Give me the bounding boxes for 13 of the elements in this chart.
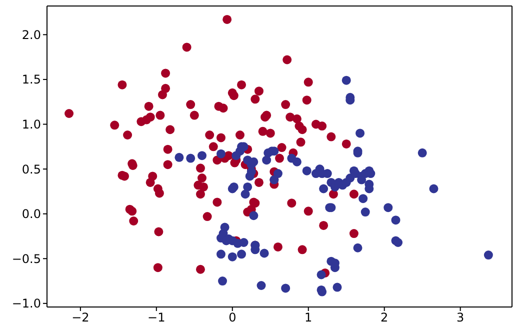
y-tick-label: 1.0 <box>22 118 41 132</box>
x-tick-label: 0 <box>228 310 236 325</box>
y-tick-label: 0.0 <box>22 207 41 222</box>
x-tick-label: 3 <box>456 310 464 325</box>
x-tick-label: −2 <box>72 310 90 325</box>
y-tick-label: −0.5 <box>12 252 41 266</box>
x-tick-label: −1 <box>148 310 166 325</box>
y-tick-label: −1.0 <box>12 296 41 311</box>
y-tick-label: 1.5 <box>22 72 41 87</box>
y-tick-label: 0.5 <box>22 162 41 176</box>
x-tick-label: 2 <box>380 310 388 325</box>
x-tick-label: 1 <box>304 310 312 325</box>
y-tick-label: 2.0 <box>22 28 41 42</box>
